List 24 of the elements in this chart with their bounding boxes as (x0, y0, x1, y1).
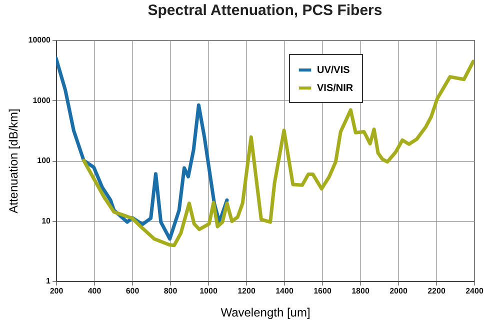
x-tick-label: 1400 (276, 286, 294, 296)
x-tick-label: 1800 (352, 286, 370, 296)
y-tick-label: 1 (46, 276, 52, 286)
legend-label: VIS/NIR (317, 83, 354, 94)
x-tick-label: 800 (164, 286, 178, 296)
line-series (82, 60, 474, 248)
x-tick-label: 2200 (428, 286, 446, 296)
x-tick-label: 1000 (200, 286, 218, 296)
y-tick-label: 100 (37, 156, 52, 165)
chart-title: Spectral Attenuation, PCS Fibers (148, 2, 382, 19)
x-tick-label: 2000 (390, 286, 408, 296)
legend-label: UV/VIS (317, 65, 350, 76)
x-tick-label: 600 (126, 286, 140, 296)
y-tick-label: 10 (42, 216, 52, 226)
x-tick-label: 400 (88, 286, 102, 296)
x-tick-label: 1200 (238, 286, 256, 296)
y-tick-label: 1000 (32, 96, 52, 105)
x-axis-title: Wavelength [um] (220, 306, 310, 320)
x-tick-label: 1600 (314, 286, 332, 296)
x-tick-label: 200 (50, 286, 64, 296)
y-axis-title: Attenuation [dB/km] (6, 108, 20, 214)
line-series (56, 56, 229, 241)
x-tick-label: 2400 (466, 286, 484, 296)
y-tick-label: 10000 (28, 36, 52, 44)
